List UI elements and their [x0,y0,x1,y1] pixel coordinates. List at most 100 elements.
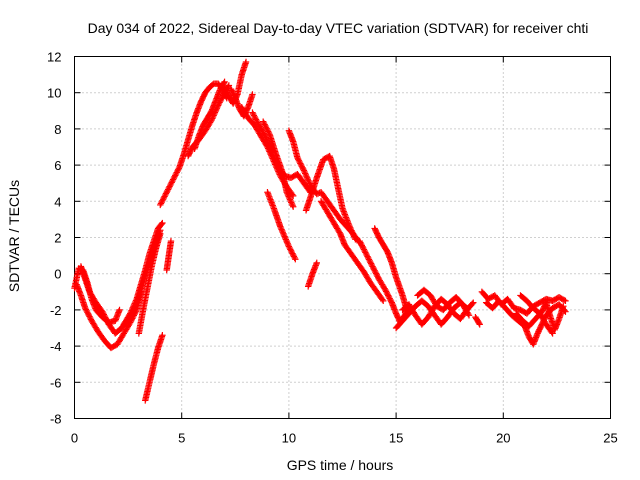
y-tick-label: 12 [47,50,61,65]
data-point [372,268,379,276]
data-point [251,113,258,121]
x-tick-label: 5 [178,431,185,446]
data-point [261,121,268,128]
data-point [286,194,293,202]
data-point [254,120,262,128]
data-point [289,202,296,209]
data-point [99,309,107,317]
data-point [470,299,477,306]
data-point [128,307,135,314]
data-point [128,305,136,313]
data-point [375,274,382,281]
data-point [362,249,369,256]
data-segment [472,313,483,328]
data-point [101,312,108,320]
data-point [365,254,372,262]
data-point [360,244,367,252]
data-point [265,129,273,137]
data-point [159,197,166,204]
data-point [280,230,287,237]
data-point [82,304,89,312]
data-point [294,156,302,163]
data-point [85,311,92,319]
data-point [277,223,284,230]
data-point [313,259,320,267]
data-point [171,173,178,180]
data-point [357,239,364,246]
data-point [305,177,312,184]
data-segment [304,259,320,290]
y-tick-label: 6 [54,158,61,173]
data-point [287,246,294,253]
data-point [162,190,170,197]
data-point [280,231,288,239]
x-tick-label: 0 [71,431,78,446]
data-point [301,168,308,176]
data-point [84,310,92,317]
y-tick-label: -6 [50,375,62,390]
data-point [367,260,375,267]
ticks: 0 5 10 15 20 25 -8 -6 -4 -2 0 2 4 6 8 10 12 [47,50,618,446]
data-point [172,170,180,178]
data-point [385,293,393,301]
data-point [368,261,376,269]
data-point [160,194,168,202]
data-segment [73,281,145,352]
y-tick-label: -2 [50,303,62,318]
data-point [127,310,134,317]
data-point [292,256,299,263]
data-point [303,174,311,181]
data-point [364,253,371,260]
x-tick-label: 10 [282,431,296,446]
data-point [116,306,123,314]
y-tick-label: -8 [50,412,62,427]
data-point [348,228,356,236]
data-point [359,243,366,250]
data-point [169,177,176,185]
data-point [249,109,256,116]
data-segment [264,189,299,263]
data-point [475,319,483,327]
data-point [278,227,286,235]
data-point [476,321,483,328]
x-tick-label: 15 [389,431,403,446]
data-point [296,158,303,166]
data-point [285,241,292,249]
data-point [253,117,260,125]
data-point [301,170,309,177]
data-point [303,173,310,180]
data-segment [135,230,164,337]
data-point [287,247,295,254]
data-point [382,286,389,294]
data-segment [259,118,297,210]
data-point [385,292,392,299]
data-point [386,295,393,302]
data-segment [517,292,556,337]
data-segment [478,288,569,317]
x-axis-label: GPS time / hours [287,457,394,473]
data-point [560,303,567,310]
data-point [99,308,106,315]
data-point [87,316,95,323]
data-point [284,190,291,197]
data-point [560,296,568,304]
y-tick-label: 10 [47,86,61,101]
data-point [286,196,294,203]
data-point [283,239,291,246]
data-point [127,308,135,316]
data-point [254,119,261,126]
data-point [84,309,91,316]
data-point [262,124,270,131]
data-point [367,259,374,266]
data-point [352,236,359,243]
data-point [362,250,370,257]
data-point [220,79,228,87]
data-point [252,115,259,122]
data-point [384,291,391,298]
data-segment [356,237,413,326]
data-point [374,273,381,280]
data-point [289,192,297,200]
data-point [225,82,233,89]
y-tick-label: 2 [54,231,61,246]
data-point [370,266,378,273]
